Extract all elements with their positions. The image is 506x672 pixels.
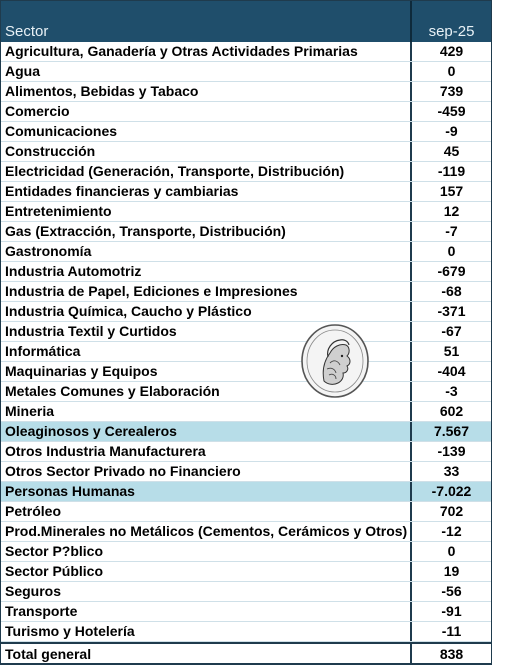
table-row: Otros Industria Manufacturera -139 <box>1 442 491 462</box>
table-row: Sector P?blico 0 <box>1 542 491 562</box>
table-row: Informática 51 <box>1 342 491 362</box>
sector-name: Otros Industria Manufacturera <box>5 443 206 459</box>
sector-name: Informática <box>5 343 81 359</box>
sector-value: -371 <box>410 302 491 321</box>
sector-name: Industria Automotriz <box>5 263 142 279</box>
sector-value: -56 <box>410 582 491 601</box>
table-row: Prod.Minerales no Metálicos (Cementos, C… <box>1 522 491 542</box>
sector-value: 702 <box>410 502 491 521</box>
sector-value: 429 <box>410 42 491 61</box>
sector-name: Agricultura, Ganadería y Otras Actividad… <box>5 43 358 59</box>
table-row: Maquinarias y Equipos -404 <box>1 362 491 382</box>
sector-value: -3 <box>410 382 491 401</box>
table-row: Industria de Papel, Ediciones e Impresio… <box>1 282 491 302</box>
table-body: Agricultura, Ganadería y Otras Actividad… <box>1 42 491 642</box>
table-row: Comercio -459 <box>1 102 491 122</box>
sector-name: Metales Comunes y Elaboración <box>5 383 220 399</box>
sector-name: Industria de Papel, Ediciones e Impresio… <box>5 283 298 299</box>
sector-value: -459 <box>410 102 491 121</box>
sector-value: 12 <box>410 202 491 221</box>
sector-value: -67 <box>410 322 491 341</box>
table-row: Construcción 45 <box>1 142 491 162</box>
table-row: Oleaginosos y Cerealeros 7.567 <box>1 422 491 442</box>
sector-name: Prod.Minerales no Metálicos (Cementos, C… <box>5 523 408 539</box>
table-row: Personas Humanas -7.022 <box>1 482 491 502</box>
table-row: Industria Automotriz -679 <box>1 262 491 282</box>
sector-name: Industria Textil y Curtidos <box>5 323 177 339</box>
sector-name: Seguros <box>5 583 62 599</box>
sector-name: Oleaginosos y Cerealeros <box>5 423 177 439</box>
sector-table: Sector sep-25 Agricultura, Ganadería y O… <box>0 0 492 665</box>
sector-value: 51 <box>410 342 491 361</box>
sector-value: -91 <box>410 602 491 621</box>
table-header: Sector sep-25 <box>1 1 491 42</box>
table-row: Industria Textil y Curtidos -67 <box>1 322 491 342</box>
sector-value: -9 <box>410 122 491 141</box>
sector-name: Comercio <box>5 103 70 119</box>
sector-name: Comunicaciones <box>5 123 118 139</box>
sector-value: 0 <box>410 542 491 561</box>
header-sector: Sector <box>5 23 49 40</box>
sector-value: 45 <box>410 142 491 161</box>
total-row: Total general 838 <box>1 642 491 663</box>
table-row: Entretenimiento 12 <box>1 202 491 222</box>
sector-value: -404 <box>410 362 491 381</box>
sector-name: Gastronomía <box>5 243 92 259</box>
sector-name: Gas (Extracción, Transporte, Distribució… <box>5 223 286 239</box>
sector-name: Maquinarias y Equipos <box>5 363 158 379</box>
sector-value: 19 <box>410 562 491 581</box>
sector-value: 157 <box>410 182 491 201</box>
total-label: Total general <box>5 646 92 662</box>
sector-name: Entidades financieras y cambiarias <box>5 183 239 199</box>
sector-value: -12 <box>410 522 491 541</box>
sector-value: -7 <box>410 222 491 241</box>
table-row: Entidades financieras y cambiarias 157 <box>1 182 491 202</box>
sector-name: Petróleo <box>5 503 62 519</box>
sector-value: -11 <box>410 622 491 641</box>
sector-value: 7.567 <box>410 422 491 441</box>
table-row: Electricidad (Generación, Transporte, Di… <box>1 162 491 182</box>
sector-name: Agua <box>5 63 40 79</box>
sector-value: 0 <box>410 242 491 261</box>
sector-name: Sector Público <box>5 563 104 579</box>
table-row: Otros Sector Privado no Financiero 33 <box>1 462 491 482</box>
sector-name: Mineria <box>5 403 55 419</box>
sector-value: 0 <box>410 62 491 81</box>
table-row: Seguros -56 <box>1 582 491 602</box>
table-row: Agua 0 <box>1 62 491 82</box>
table-row: Turismo y Hotelería -11 <box>1 622 491 642</box>
sector-name: Alimentos, Bebidas y Tabaco <box>5 83 199 99</box>
sector-value: -7.022 <box>410 482 491 501</box>
table-row: Agricultura, Ganadería y Otras Actividad… <box>1 42 491 62</box>
table-row: Comunicaciones -9 <box>1 122 491 142</box>
sector-name: Sector P?blico <box>5 543 104 559</box>
sector-name: Industria Química, Caucho y Plástico <box>5 303 252 319</box>
sector-name: Otros Sector Privado no Financiero <box>5 463 241 479</box>
sector-name: Construcción <box>5 143 96 159</box>
sector-value: -139 <box>410 442 491 461</box>
table-row: Sector Público 19 <box>1 562 491 582</box>
sector-name: Turismo y Hotelería <box>5 623 135 639</box>
table-row: Gas (Extracción, Transporte, Distribució… <box>1 222 491 242</box>
table-row: Petróleo 702 <box>1 502 491 522</box>
table-row: Alimentos, Bebidas y Tabaco 739 <box>1 82 491 102</box>
table-row: Metales Comunes y Elaboración -3 <box>1 382 491 402</box>
total-value: 838 <box>410 644 491 663</box>
table-row: Mineria 602 <box>1 402 491 422</box>
sector-value: 602 <box>410 402 491 421</box>
sector-value: -68 <box>410 282 491 301</box>
sector-name: Entretenimiento <box>5 203 112 219</box>
table-row: Gastronomía 0 <box>1 242 491 262</box>
table-row: Transporte -91 <box>1 602 491 622</box>
sector-value: 33 <box>410 462 491 481</box>
table-row: Industria Química, Caucho y Plástico -371 <box>1 302 491 322</box>
sector-name: Personas Humanas <box>5 483 135 499</box>
sector-name: Transporte <box>5 603 78 619</box>
sector-value: -119 <box>410 162 491 181</box>
sector-name: Electricidad (Generación, Transporte, Di… <box>5 163 345 179</box>
sector-value: -679 <box>410 262 491 281</box>
header-period: sep-25 <box>410 1 491 42</box>
bcra-seal-icon <box>301 324 369 398</box>
sector-value: 739 <box>410 82 491 101</box>
